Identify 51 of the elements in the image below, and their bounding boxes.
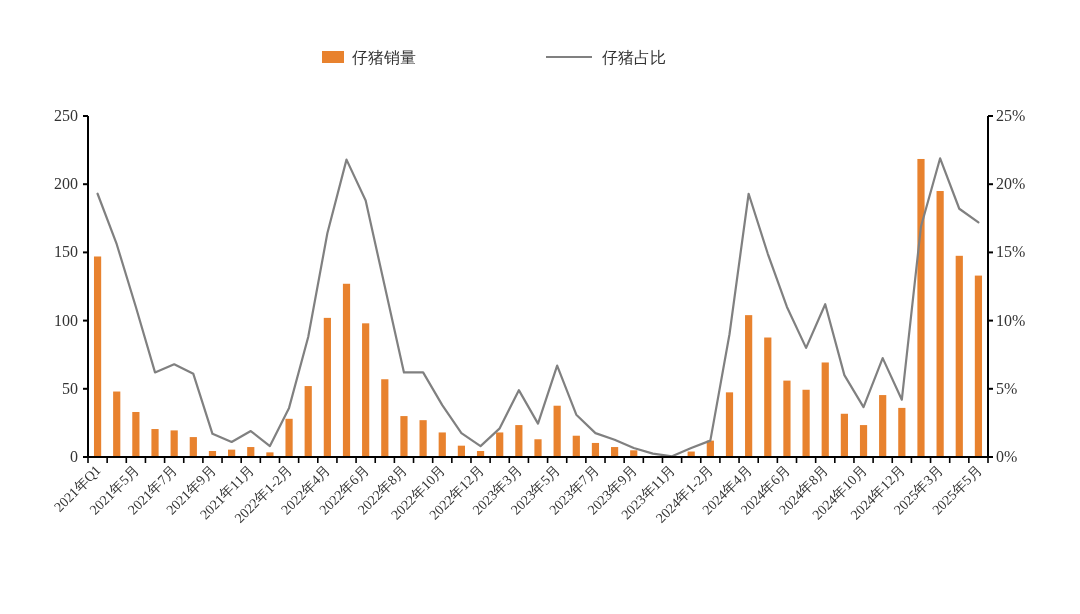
bar — [591, 442, 600, 457]
bar — [955, 255, 963, 457]
bar — [323, 317, 331, 457]
bar — [419, 420, 427, 457]
y2-tick-label: 20% — [996, 175, 1026, 193]
bar — [783, 380, 791, 457]
bar — [132, 411, 140, 457]
y-tick-label: 50 — [62, 379, 78, 397]
bar — [400, 416, 408, 457]
bar — [821, 362, 829, 457]
bar — [553, 405, 561, 457]
y-tick-label: 100 — [54, 311, 78, 329]
bar — [266, 452, 274, 457]
bar — [342, 283, 351, 457]
bar — [572, 435, 580, 457]
bar — [285, 418, 293, 457]
bar — [381, 379, 389, 457]
y2-tick-label: 15% — [996, 243, 1026, 261]
y-tick-label: 200 — [54, 175, 78, 193]
bar — [438, 432, 446, 457]
bar — [764, 337, 772, 457]
y-tick-label: 150 — [54, 243, 78, 261]
bar — [725, 392, 734, 457]
bar — [93, 256, 102, 457]
bar — [879, 395, 887, 457]
bar — [170, 430, 178, 457]
bar — [936, 191, 944, 457]
bar — [898, 407, 906, 457]
y-tick-label: 0 — [70, 448, 78, 465]
bar — [362, 323, 370, 457]
bar — [802, 389, 810, 457]
legend-label: 仔猪销量 — [352, 48, 416, 67]
bar — [189, 437, 197, 457]
y2-tick-label: 25% — [996, 107, 1026, 124]
y2-tick-label: 10% — [996, 311, 1026, 329]
bar — [745, 315, 753, 457]
y2-tick-label: 5% — [996, 379, 1018, 397]
legend-label: 仔猪占比 — [602, 48, 666, 67]
bar — [974, 275, 983, 457]
bar — [304, 386, 312, 457]
bar — [859, 425, 868, 457]
y2-tick-label: 0% — [996, 448, 1018, 465]
bar — [534, 439, 542, 457]
bar — [496, 432, 504, 457]
bar — [917, 158, 925, 457]
bar — [515, 425, 523, 457]
bar — [840, 413, 848, 457]
y-tick-label: 250 — [54, 107, 78, 124]
bar — [151, 429, 159, 457]
bar — [113, 391, 121, 457]
line-series — [96, 157, 980, 458]
